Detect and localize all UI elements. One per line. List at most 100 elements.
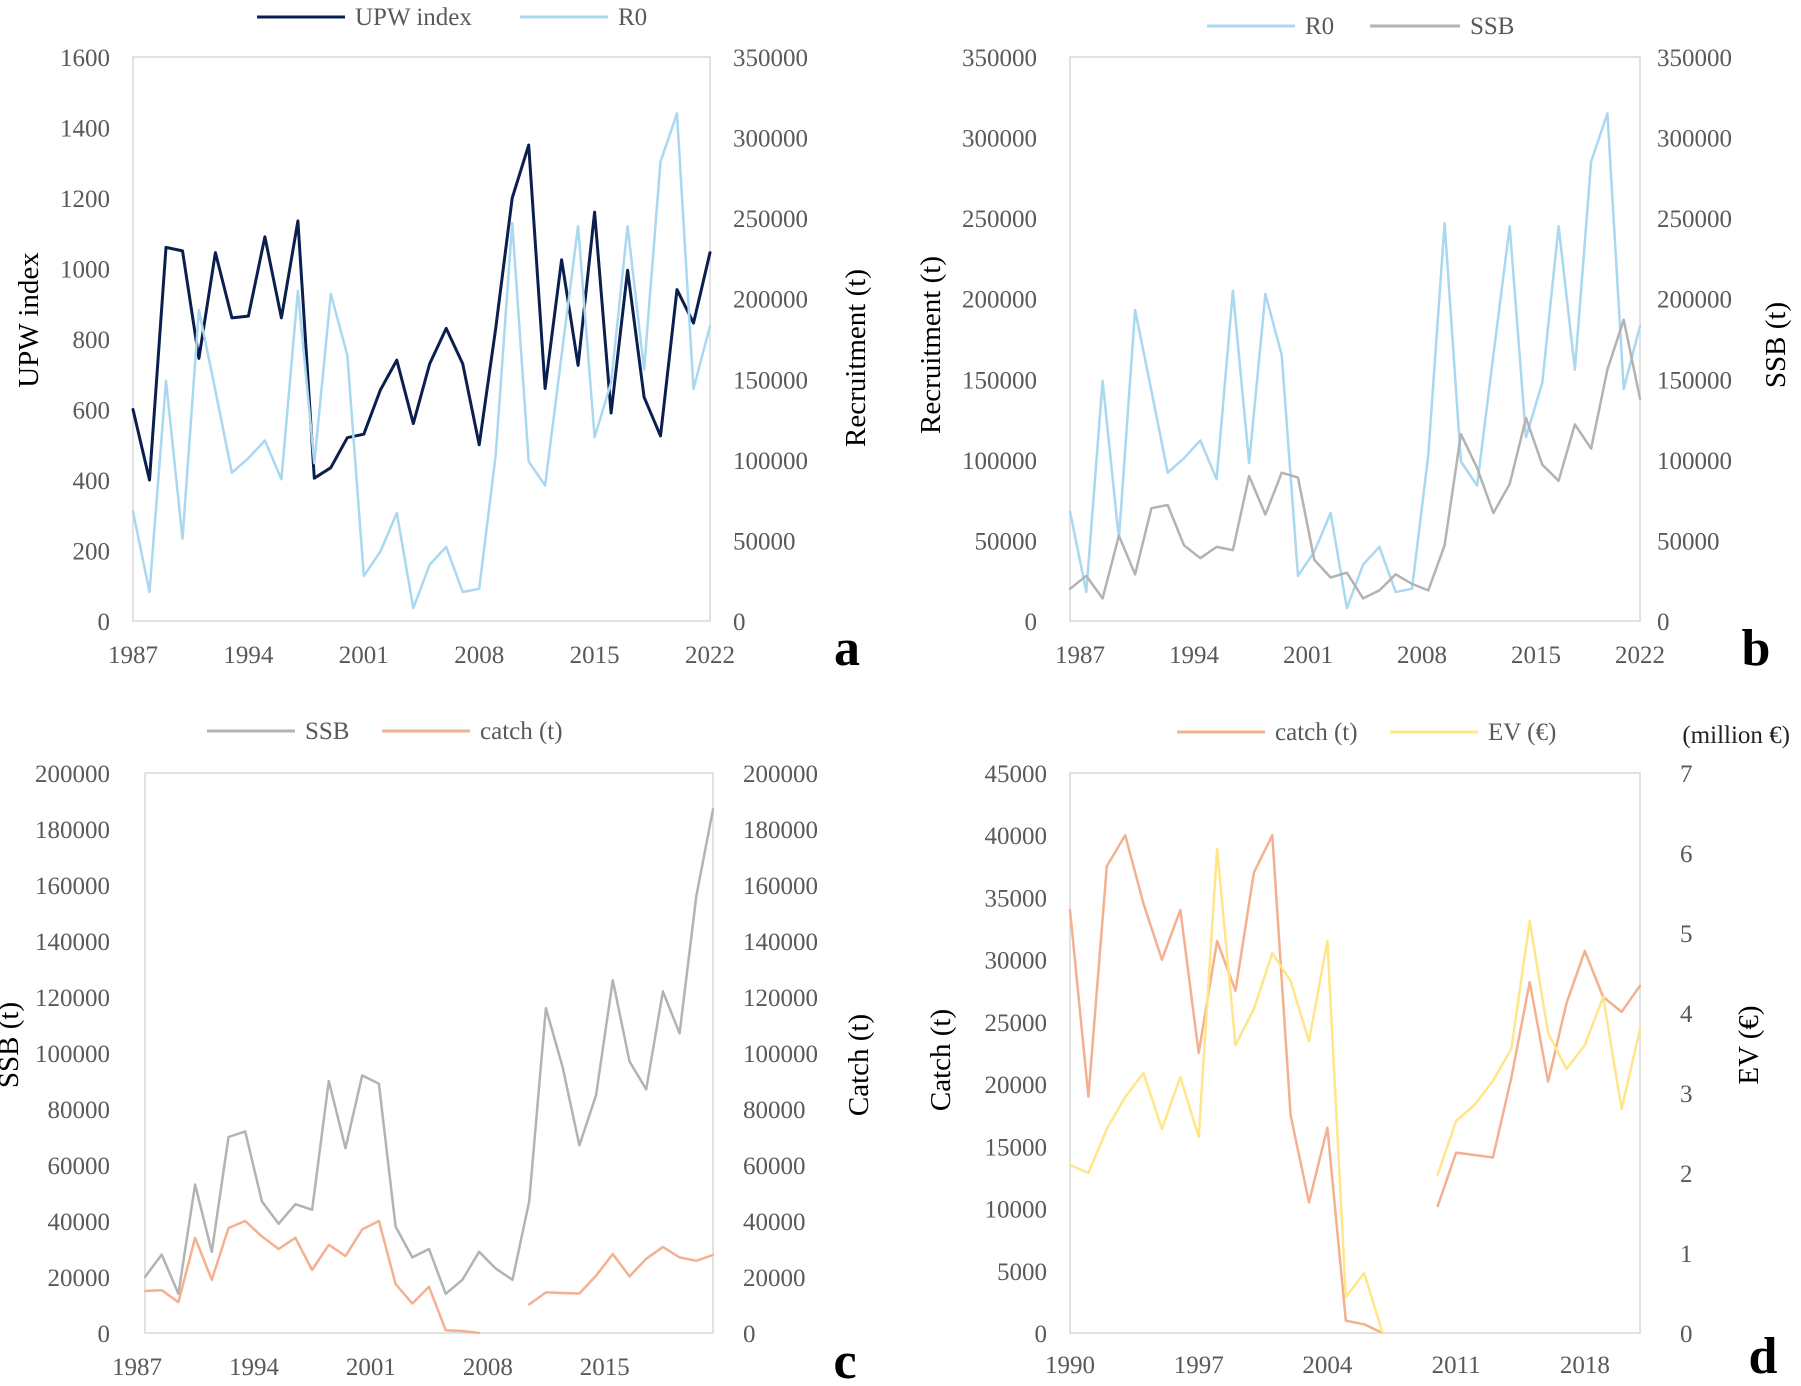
y-left-tick-label: 10000 [985, 1197, 1048, 1224]
series-line-r0 [1068, 112, 1642, 610]
y-right-tick-label: 50000 [1657, 528, 1720, 555]
y-right-tick-label: 250000 [733, 206, 808, 233]
legend: UPW index R0 [257, 4, 647, 31]
y-left-tick-label: 1400 [60, 116, 110, 143]
x-tick-label: 2018 [1560, 1352, 1610, 1379]
series-r0 [131, 112, 712, 610]
series-line-catch-t [1068, 833, 1384, 1335]
y-left-tick-label: 50000 [975, 528, 1038, 555]
series-line-ev [1068, 847, 1384, 1335]
series-line-ev [1436, 919, 1642, 1176]
series-ssb [1068, 318, 1642, 600]
y-left-axis-title: Catch (t) [925, 1009, 957, 1111]
y-right-tick-label: 4 [1680, 1001, 1693, 1028]
y-right-tick-label: 50000 [733, 528, 796, 555]
x-tick-label: 2008 [1397, 642, 1447, 669]
legend-label-catch-t: catch (t) [1275, 719, 1358, 746]
y-right-unit-note: (million €) [1682, 722, 1790, 749]
series-upw-index [131, 143, 712, 482]
legend-label-r0: R0 [618, 4, 647, 31]
legend: R0 SSB [1207, 13, 1514, 40]
y-left-tick-label: 1200 [60, 186, 110, 213]
series-catch-t [1068, 833, 1642, 1335]
x-tick-label: 1994 [1169, 642, 1220, 669]
x-tick-label: 2008 [454, 642, 504, 669]
series-r0 [1068, 112, 1642, 610]
y-left-axis-title: SSB (t) [0, 1002, 25, 1088]
y-right-tick-label: 150000 [733, 367, 808, 394]
plot-area-frame [132, 56, 711, 622]
y-right-tick-label: 350000 [733, 45, 808, 72]
plot-area-frame [1069, 56, 1641, 622]
y-left-tick-label: 800 [73, 327, 111, 354]
y-right-tick-label: 2 [1680, 1161, 1693, 1188]
x-tick-label: 2004 [1302, 1352, 1353, 1379]
y-left-tick-label: 35000 [985, 885, 1048, 912]
y-left-tick-label: 300000 [962, 126, 1037, 153]
y-left-tick-label: 200000 [962, 287, 1037, 314]
y-right-axis-title: Catch (t) [843, 1014, 875, 1116]
y-left-tick-label: 25000 [985, 1010, 1048, 1037]
legend-label-catch-t: catch (t) [480, 718, 563, 745]
x-tick-label: 1994 [229, 1354, 280, 1381]
y-right-tick-label: 180000 [743, 817, 818, 844]
y-left-tick-label: 0 [1025, 609, 1038, 636]
y-right-tick-label: 0 [743, 1321, 756, 1348]
y-right-tick-label: 100000 [1657, 448, 1732, 475]
series-line-r0 [131, 112, 712, 610]
y-right-axis-title: Recruitment (t) [840, 269, 872, 447]
plot-area-frame [144, 772, 714, 1334]
y-left-axis-title: UPW index [13, 252, 45, 388]
y-right-tick-label: 200000 [1657, 287, 1732, 314]
y-left-tick-label: 120000 [35, 985, 110, 1012]
plot-area-frame [1069, 772, 1641, 1334]
panel-d: 0 5000 10000 15000 20000 25000 30000 35000 40000… [925, 719, 1790, 1385]
y-right-tick-label: 100000 [733, 448, 808, 475]
y-right-tick-label: 300000 [733, 126, 808, 153]
panel-letter: d [1749, 1328, 1778, 1385]
y-left-tick-label: 45000 [985, 761, 1048, 788]
y-right-tick-label: 200000 [733, 287, 808, 314]
x-tick-label: 2011 [1432, 1352, 1481, 1379]
legend: SSB catch (t) [207, 718, 563, 745]
y-left-tick-label: 30000 [985, 948, 1048, 975]
y-left-tick-label: 1600 [60, 45, 110, 72]
series-line-upw-index [131, 143, 712, 482]
y-right-tick-label: 160000 [743, 873, 818, 900]
y-right-tick-label: 200000 [743, 761, 818, 788]
series-line-ssb [1068, 318, 1642, 600]
y-left-tick-label: 250000 [962, 206, 1037, 233]
panel-b: 0 50000 100000 150000 200000 250000 300000 3500… [915, 13, 1792, 677]
y-left-tick-label: 0 [98, 1321, 111, 1348]
series-line-catch-t [1436, 949, 1642, 1208]
y-right-tick-label: 0 [1657, 609, 1670, 636]
y-right-axis-title: EV (€) [1733, 1005, 1765, 1084]
y-right-tick-label: 120000 [743, 985, 818, 1012]
y-right-tick-label: 80000 [743, 1097, 806, 1124]
x-tick-label: 2015 [570, 642, 620, 669]
y-right-tick-label: 300000 [1657, 126, 1732, 153]
y-left-tick-label: 0 [98, 609, 111, 636]
series-line-ssb [143, 808, 715, 1296]
series-ssb [143, 808, 715, 1296]
x-tick-label: 1997 [1174, 1352, 1224, 1379]
y-left-tick-label: 20000 [48, 1265, 111, 1292]
panel-letter: b [1742, 620, 1771, 677]
legend-label-r0: R0 [1305, 13, 1334, 40]
y-left-tick-label: 140000 [35, 929, 110, 956]
y-right-tick-label: 40000 [743, 1209, 806, 1236]
y-left-tick-label: 180000 [35, 817, 110, 844]
x-tick-label: 2015 [1511, 642, 1561, 669]
y-right-tick-label: 150000 [1657, 367, 1732, 394]
y-right-tick-label: 6 [1680, 841, 1693, 868]
legend: catch (t) EV (€) [1177, 719, 1556, 746]
y-left-tick-label: 20000 [985, 1072, 1048, 1099]
y-left-tick-label: 80000 [48, 1097, 111, 1124]
y-left-tick-label: 400 [73, 468, 111, 495]
y-left-tick-label: 60000 [48, 1153, 111, 1180]
y-right-tick-label: 140000 [743, 929, 818, 956]
y-left-tick-label: 0 [1035, 1321, 1048, 1348]
x-tick-label: 1987 [1055, 642, 1105, 669]
y-right-tick-label: 7 [1680, 761, 1693, 788]
